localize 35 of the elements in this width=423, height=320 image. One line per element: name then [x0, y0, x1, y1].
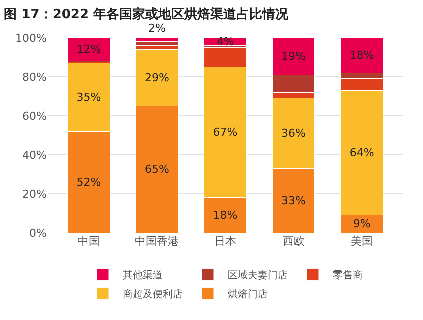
data-label: 19%	[282, 50, 306, 64]
x-tick-label: 中国	[78, 235, 100, 248]
data-label: 29%	[145, 71, 170, 84]
data-label: 12%	[76, 43, 102, 56]
chart-title: 图 17：2022 年各国家或地区烘焙渠道占比情况	[4, 6, 290, 23]
y-tick-label: 40%	[22, 148, 47, 162]
bar	[136, 42, 179, 46]
x-tick-label: 日本	[214, 235, 236, 248]
y-tick-label: 80%	[22, 70, 47, 84]
data-label: 36%	[282, 127, 306, 140]
data-label: 35%	[76, 90, 102, 104]
y-tick-label: 20%	[22, 188, 47, 201]
y-tick-label: 60%	[22, 110, 47, 123]
data-label: 52%	[76, 176, 102, 189]
data-label: 64%	[350, 146, 374, 160]
legend-label: 区域夫妻门店	[228, 270, 288, 282]
data-label: 18%	[213, 208, 238, 222]
legend-label: 商超及便利店	[123, 288, 183, 301]
data-label: 18%	[350, 49, 374, 62]
data-label: 33%	[282, 194, 306, 208]
data-label: 67%	[213, 126, 238, 140]
bar	[136, 38, 179, 42]
legend-label: 烘焙门店	[228, 288, 268, 301]
data-label: 4%	[216, 35, 234, 48]
y-tick-label: 100%	[16, 32, 47, 45]
data-label: 2%	[148, 22, 166, 35]
legend-label: 零售商	[333, 270, 363, 282]
y-tick-label: 0%	[30, 226, 47, 240]
data-label: 65%	[145, 163, 170, 176]
bar	[68, 38, 110, 62]
x-tick-label: 西欧	[282, 235, 305, 248]
x-tick-label: 美国	[351, 235, 374, 248]
legend-label: 其他渠道	[123, 270, 163, 282]
x-tick-label: 中国香港	[135, 235, 180, 248]
data-label: 9%	[353, 218, 371, 231]
